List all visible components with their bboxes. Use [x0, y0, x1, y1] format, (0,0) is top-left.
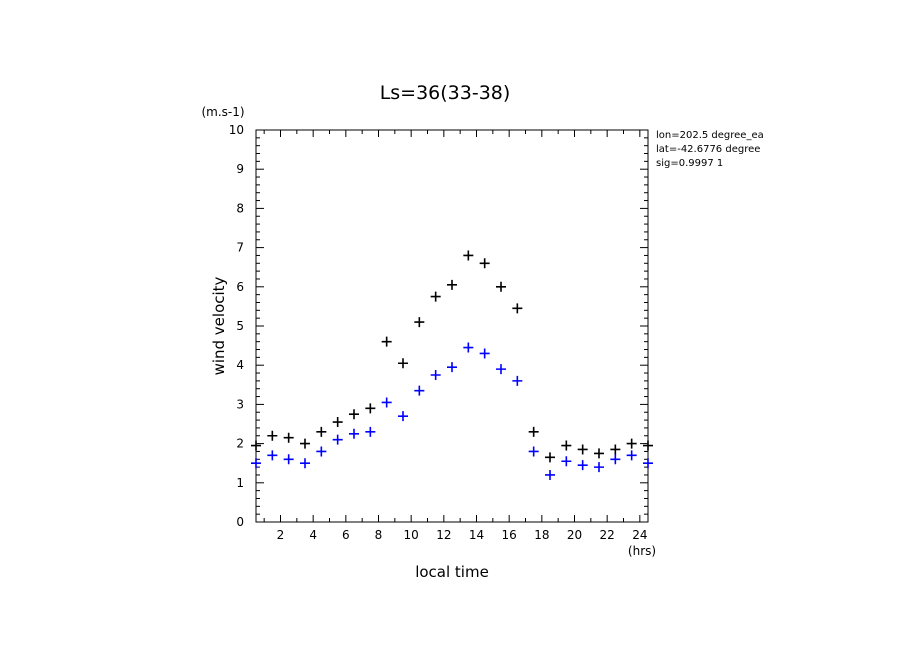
y-tick-label: 10 [229, 123, 244, 137]
y-unit-label: (m.s-1) [201, 105, 244, 119]
data-point-series-2 [528, 446, 539, 457]
data-point-series-2 [463, 342, 474, 353]
data-point-series-1 [447, 279, 457, 290]
data-point-series-2 [316, 446, 327, 457]
data-point-series-1 [267, 430, 278, 441]
x-tick-label: 24 [632, 528, 647, 542]
data-point-series-1 [365, 403, 376, 414]
data-point-series-1 [332, 417, 343, 428]
y-tick-label: 5 [236, 319, 244, 333]
plot-frame [255, 129, 649, 523]
x-tick-label: 2 [277, 528, 285, 542]
data-point-series-1 [398, 358, 408, 369]
data-point-series-2 [251, 458, 261, 469]
data-point-series-2 [332, 434, 343, 445]
y-tick-label: 3 [236, 397, 244, 411]
y-tick-label: 1 [236, 476, 244, 490]
annotation-lon: lon=202.5 degree_ea [656, 130, 764, 141]
x-tick-label: 20 [567, 528, 582, 542]
y-tick-label: 8 [236, 201, 244, 215]
data-point-series-2 [610, 454, 621, 465]
y-tick-labels: 0 1 2 3 4 5 6 7 8 9 10 [229, 123, 244, 529]
data-point-series-1 [496, 281, 506, 292]
data-point-series-2 [267, 450, 278, 461]
x-tick-label: 4 [309, 528, 317, 542]
data-point-series-1 [610, 444, 621, 455]
annotation-lat: lat=-42.6776 degree [656, 144, 760, 155]
y-tick-label: 9 [236, 162, 244, 176]
x-tick-label: 8 [375, 528, 383, 542]
data-point-series-1 [283, 432, 294, 443]
x-tick-label: 14 [469, 528, 484, 542]
x-tick-label: 22 [600, 528, 615, 542]
data-point-series-1 [528, 426, 539, 437]
data-point-series-2 [561, 456, 572, 467]
axis-ticks [256, 129, 648, 523]
data-point-series-1 [430, 291, 441, 302]
data-point-series-1 [643, 440, 653, 451]
data-point-series-2 [496, 364, 506, 375]
data-point-series-1 [512, 303, 523, 314]
x-tick-label: 10 [404, 528, 419, 542]
data-point-series-2 [643, 458, 653, 469]
data-point-series-1 [300, 438, 310, 449]
data-point-series-1 [479, 258, 490, 269]
data-point-series-1 [316, 426, 327, 437]
y-tick-label: 6 [236, 280, 244, 294]
data-point-series-2 [414, 385, 425, 396]
y-tick-label: 4 [236, 358, 244, 372]
data-point-series-2 [594, 462, 604, 473]
x-axis-title: local time [415, 563, 489, 581]
data-point-series-1 [381, 336, 392, 347]
x-tick-label: 6 [342, 528, 350, 542]
data-point-series-1 [251, 440, 261, 451]
data-point-series-2 [398, 411, 408, 422]
data-point-series-1 [577, 444, 588, 455]
x-tick-label: 16 [502, 528, 517, 542]
data-point-series-1 [463, 250, 474, 261]
x-tick-label: 12 [436, 528, 451, 542]
data-point-series-2 [349, 428, 359, 439]
data-point-series-1 [349, 409, 359, 420]
x-tick-labels: 2 4 6 8 10 12 14 16 18 20 22 24 [277, 528, 648, 542]
data-point-series-1 [594, 448, 604, 459]
y-tick-label: 7 [236, 241, 244, 255]
data-point-series-2 [447, 362, 457, 373]
data-point-series-2 [430, 370, 441, 380]
data-point-series-2 [381, 397, 392, 408]
y-tick-label: 0 [236, 515, 244, 529]
annotation-block: lon=202.5 degree_ea lat=-42.6776 degree … [656, 130, 764, 169]
data-point-series-2 [479, 348, 490, 359]
data-point-series-2 [300, 458, 310, 469]
data-point-series-2 [283, 454, 294, 465]
chart-title: Ls=36(33-38) [380, 82, 511, 104]
data-point-series-2 [545, 469, 555, 480]
y-axis-title: wind velocity [210, 276, 228, 375]
data-point-series-2 [512, 375, 523, 386]
data-point-series-2 [577, 460, 588, 471]
data-point-series-1 [626, 438, 637, 449]
annotation-sig: sig=0.9997 1 [656, 158, 723, 169]
y-tick-label: 2 [236, 437, 244, 451]
data-point-series-1 [414, 317, 425, 328]
x-unit-label: (hrs) [628, 544, 656, 558]
data-points [251, 250, 653, 480]
x-tick-label: 18 [534, 528, 549, 542]
data-point-series-1 [561, 440, 572, 451]
data-point-series-1 [545, 452, 555, 463]
data-point-series-2 [626, 450, 637, 461]
data-point-series-2 [365, 426, 376, 437]
